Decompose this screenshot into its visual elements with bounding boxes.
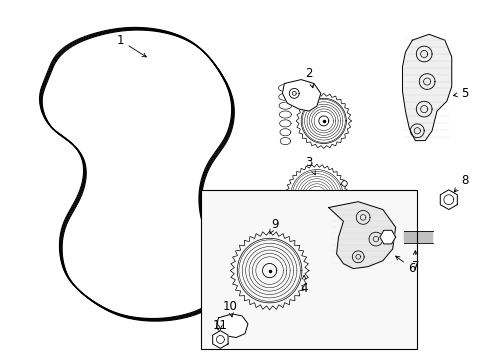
Text: 1: 1 <box>116 34 146 57</box>
Text: 10: 10 <box>223 300 237 317</box>
Polygon shape <box>402 34 451 141</box>
Text: 3: 3 <box>305 156 315 175</box>
Text: 8: 8 <box>453 174 468 192</box>
Bar <box>200 190 416 349</box>
Text: 6: 6 <box>395 256 415 275</box>
Text: 9: 9 <box>269 218 278 234</box>
Text: 5: 5 <box>452 87 468 100</box>
Polygon shape <box>216 314 247 338</box>
Text: 4: 4 <box>300 275 307 295</box>
Polygon shape <box>212 330 227 348</box>
Text: 7: 7 <box>411 251 418 273</box>
Polygon shape <box>379 230 395 244</box>
Text: 2: 2 <box>305 67 313 88</box>
Polygon shape <box>282 80 320 111</box>
Polygon shape <box>328 202 395 269</box>
Polygon shape <box>439 190 456 210</box>
Text: 11: 11 <box>212 319 227 332</box>
